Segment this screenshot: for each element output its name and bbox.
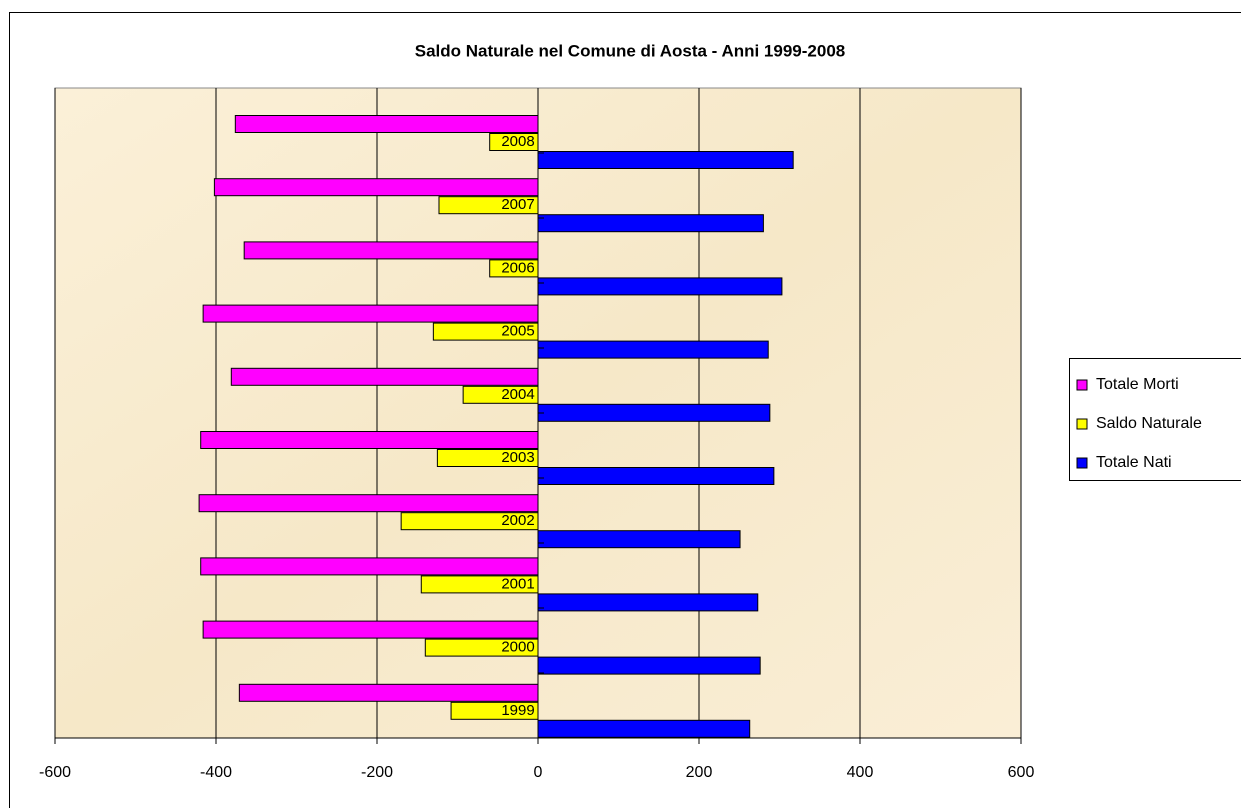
bar	[238, 683, 539, 702]
bar	[400, 512, 539, 531]
bar	[489, 259, 539, 278]
bar	[243, 241, 539, 260]
legend	[1069, 358, 1241, 481]
bar	[537, 593, 759, 612]
bar	[537, 403, 771, 422]
x-tick-label: -600	[39, 764, 71, 781]
bar	[537, 719, 751, 738]
legend-swatch	[1076, 418, 1088, 430]
y-tick-label: 2004	[501, 386, 534, 403]
x-tick-label: 200	[686, 764, 713, 781]
bar	[438, 196, 539, 215]
legend-swatch	[1076, 379, 1088, 391]
y-tick-label: 2007	[501, 196, 534, 213]
bar	[432, 322, 539, 341]
bar	[424, 638, 539, 657]
y-tick-label: 2008	[501, 133, 534, 150]
bar	[202, 304, 539, 323]
y-tick-label: 2005	[501, 323, 534, 340]
x-tick-label: -400	[200, 764, 232, 781]
bar	[213, 178, 539, 197]
bar	[234, 115, 539, 133]
bar	[537, 151, 794, 169]
bar	[198, 494, 539, 513]
bar	[420, 575, 539, 594]
y-tick-label: 2003	[501, 449, 534, 466]
y-tick-label: 2001	[501, 575, 534, 592]
y-tick-label: 2006	[501, 259, 534, 276]
legend-label: Totale Nati	[1096, 454, 1172, 471]
bar	[230, 367, 539, 386]
bar	[537, 277, 783, 296]
legend-swatch	[1076, 457, 1088, 469]
legend-label: Saldo Naturale	[1096, 415, 1202, 432]
y-tick-label: 1999	[501, 702, 534, 719]
bar	[537, 656, 761, 675]
y-tick-label: 2000	[501, 639, 534, 656]
bar	[537, 214, 764, 233]
x-tick-label: 400	[847, 764, 874, 781]
legend-label: Totale Morti	[1096, 376, 1179, 393]
x-tick-label: 600	[1008, 764, 1035, 781]
bar	[462, 385, 539, 404]
chart-title: Saldo Naturale nel Comune di Aosta - Ann…	[415, 41, 845, 60]
bar	[450, 701, 539, 720]
bar	[436, 449, 539, 467]
x-tick-label: 0	[534, 764, 543, 781]
x-tick-label: -200	[361, 764, 393, 781]
bar	[489, 133, 539, 151]
bar	[200, 431, 539, 449]
bar	[537, 530, 741, 549]
bar	[200, 557, 539, 576]
bar	[537, 340, 769, 359]
y-tick-label: 2002	[501, 512, 534, 529]
bar	[537, 467, 775, 485]
bar	[202, 620, 539, 639]
